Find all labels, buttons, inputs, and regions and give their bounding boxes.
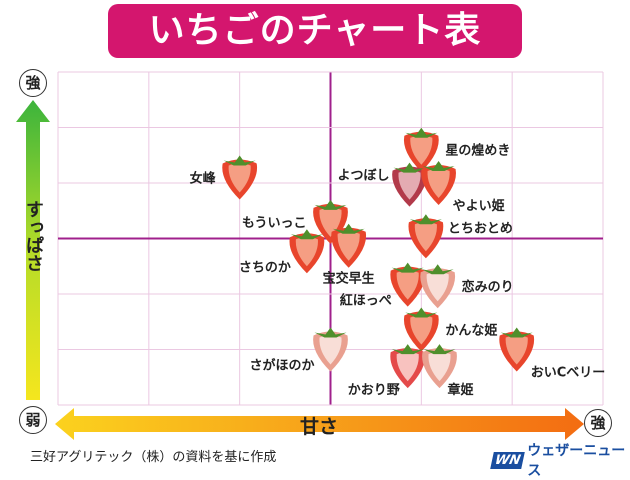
calyx-icon: [391, 262, 424, 273]
calyx-icon: [423, 344, 456, 355]
chart-title-banner: いちごのチャート表: [108, 4, 522, 58]
strawberry-flesh: [410, 135, 433, 165]
x-axis-label: 甘さ: [300, 416, 339, 438]
strawberry-label: かんな姫: [445, 323, 497, 339]
strawberry-flesh: [428, 352, 451, 382]
strawberry-label: 紅ほっぺ: [340, 293, 392, 309]
strawberry-flesh: [427, 169, 450, 198]
calyx-icon: [223, 155, 256, 166]
strawberry-label: さがほのか: [249, 358, 314, 374]
strawberry-point: かおり野: [348, 344, 426, 398]
strawberry-flesh: [426, 272, 449, 302]
strawberry-label: とちおとめ: [448, 221, 513, 236]
strawberry-point: やよい姫: [421, 161, 505, 214]
strawberry-label: 宝交早生: [323, 271, 375, 287]
y-strong-label: 強: [19, 69, 47, 97]
strawberry-label: さちのか: [239, 260, 291, 275]
weathernews-logo: WN ウェザーニュース: [490, 440, 630, 480]
strawberry-point: 女峰: [190, 155, 258, 200]
strawberry-flesh: [414, 222, 437, 252]
x-arrow-shape: [55, 408, 584, 440]
calyx-icon: [405, 127, 438, 138]
calyx-icon: [332, 223, 365, 234]
strawberry-point: さちのか: [239, 229, 325, 275]
strawberry-label: 星の煌めき: [445, 143, 510, 159]
strawberry-label: おいCベリー: [531, 366, 606, 381]
x-strong-label: 強: [584, 409, 612, 437]
strawberry-label: 女峰: [190, 170, 217, 186]
source-note: 三好アグリテック（株）の資料を基に作成: [30, 450, 277, 465]
calyx-icon: [314, 327, 347, 338]
strawberry-flesh: [337, 231, 360, 261]
strawberry-flesh: [505, 335, 528, 365]
strawberry-label: 恋みのり: [462, 279, 514, 295]
calyx-icon: [421, 264, 454, 275]
calyx-icon: [409, 214, 442, 225]
logo-mark: WN: [490, 451, 526, 469]
strawberry-point: おいCベリー: [499, 327, 606, 381]
calyx-icon: [290, 229, 323, 240]
calyx-icon: [422, 161, 455, 171]
logo-text: ウェザーニュース: [527, 443, 626, 479]
calyx-icon: [391, 344, 424, 355]
strawberry-point: さがほのか: [249, 327, 348, 374]
strawberry-point: 紅ほっぺ: [340, 262, 426, 309]
strawberry-flesh: [228, 163, 251, 193]
strawberry-label: もういっこ: [242, 216, 307, 231]
strawberry-point: よつぼし: [338, 162, 427, 207]
y-axis-arrow: [16, 100, 50, 400]
strawberry-label: 章姫: [448, 382, 474, 398]
strawberry-label: よつぼし: [338, 169, 390, 184]
strawberry-point: 宝交早生: [323, 223, 375, 287]
strawberry-label: かおり野: [348, 383, 400, 398]
y-axis-label: すっぱさ: [23, 200, 44, 272]
strawberry-label: やよい姫: [453, 198, 505, 214]
strawberry-flesh: [319, 335, 342, 365]
strawberry-point: とちおとめ: [408, 214, 513, 259]
strawberry-flesh: [396, 352, 419, 382]
strawberry-flesh: [295, 237, 318, 267]
calyx-icon: [500, 327, 533, 338]
strawberry-point: 章姫: [422, 344, 474, 398]
strawberry-flesh: [410, 315, 433, 345]
calyx-icon: [393, 162, 426, 173]
strawberry-flesh: [396, 270, 419, 300]
strawberry-flesh: [398, 170, 421, 200]
y-arrow-shape: [16, 100, 50, 400]
calyx-icon: [314, 199, 347, 210]
strawberry-point: 星の煌めき: [403, 127, 510, 172]
strawberry-point: かんな姫: [403, 307, 497, 352]
x-axis-arrow: [55, 408, 584, 440]
y-weak-label: 弱: [19, 406, 47, 434]
calyx-icon: [405, 307, 438, 318]
strawberry-point: 恋みのり: [420, 264, 514, 309]
